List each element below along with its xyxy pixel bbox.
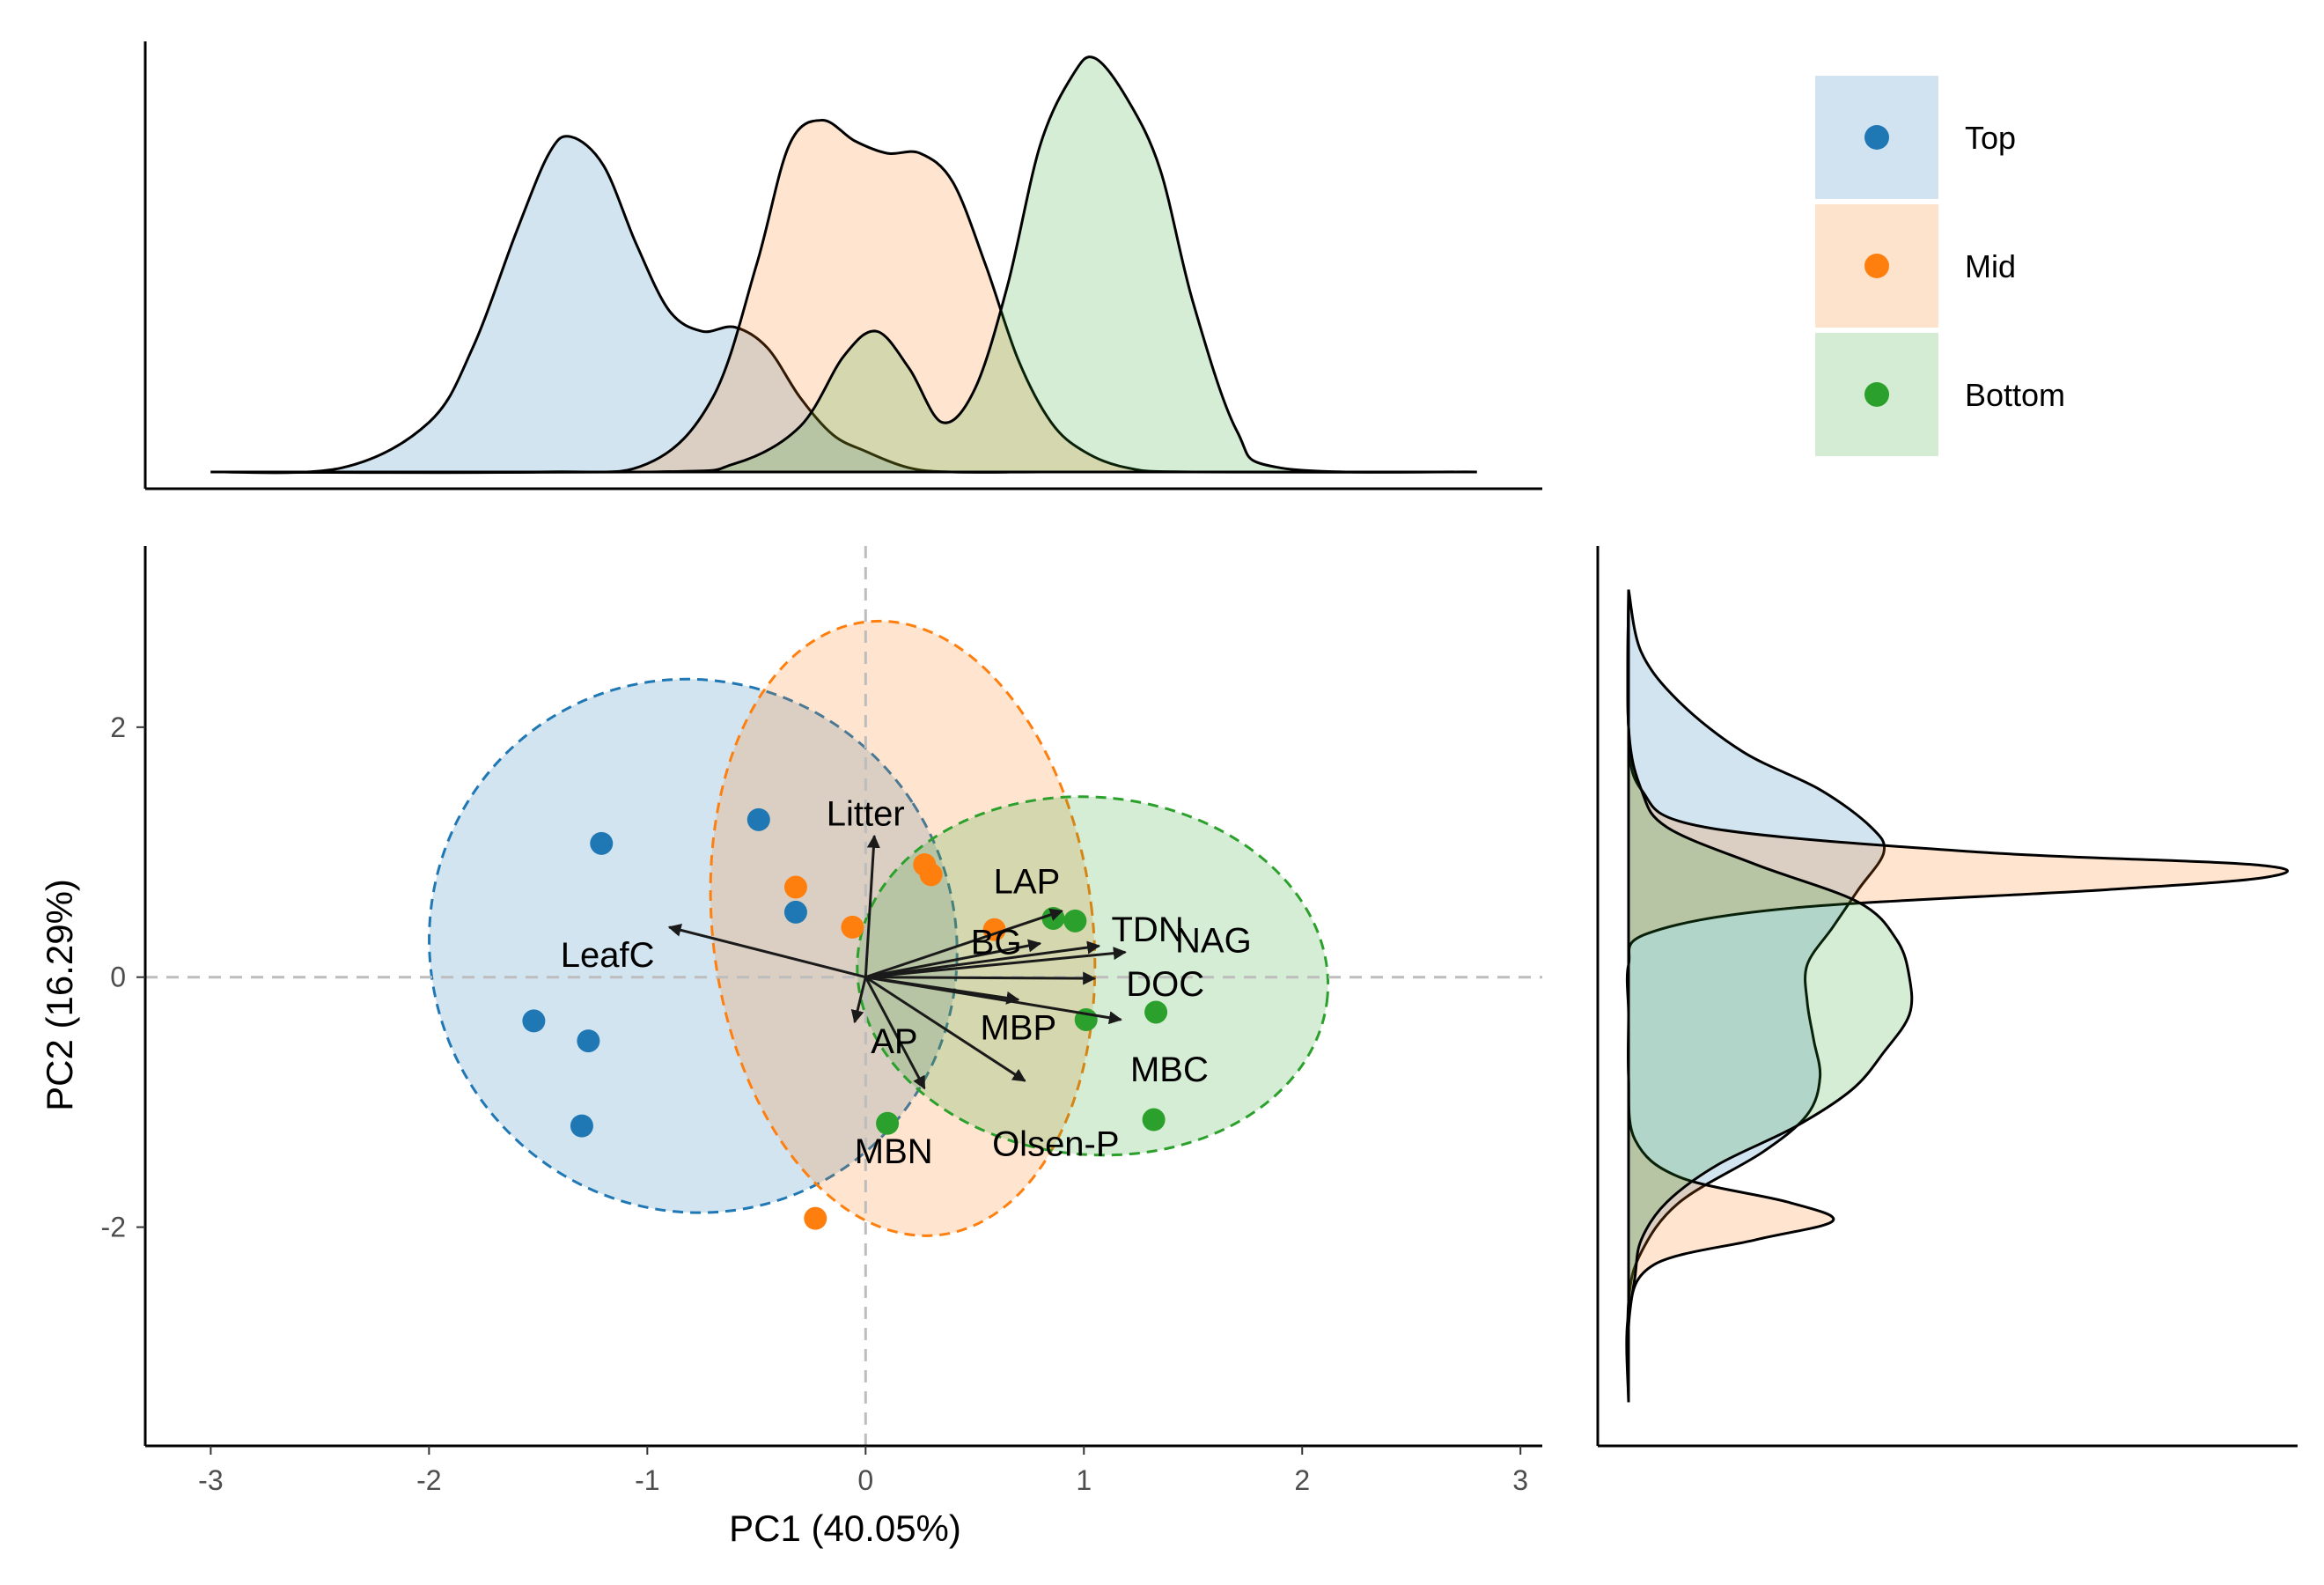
point-mid-6 (804, 1206, 827, 1230)
x-tick-label-2: -2 (416, 1464, 441, 1496)
ellipse-top (428, 677, 959, 1214)
point-top-2 (746, 807, 770, 831)
right-density-panel (1596, 546, 2298, 1448)
right-density-areas (1625, 589, 2290, 1403)
loading-arrow-litter (864, 834, 880, 977)
legend-label-bottom: Bottom (1965, 377, 2065, 413)
pc2-density-top (1626, 589, 1886, 1403)
point-mid-1 (783, 875, 807, 899)
loading-label-litter: Litter (827, 794, 905, 833)
loading-label-mbp: MBP (981, 1008, 1057, 1047)
legend-label-mid: Mid (1965, 248, 2016, 284)
ellipse-mid (709, 619, 1097, 1237)
pc1-density-bottom (210, 55, 1477, 475)
loading-arrow-mbn (864, 977, 926, 1090)
y-tick-label-2: 0 (110, 962, 126, 993)
legend-dot-mid (1864, 254, 1889, 278)
x-axis-title: PC1 (40.05%) (729, 1508, 961, 1549)
y-axis-title: PC2 (16.29%) (39, 879, 80, 1111)
loading-arrow-nag (865, 947, 1127, 979)
legend-label-top: Top (1965, 120, 2016, 156)
loading-arrow-ap (850, 977, 867, 1024)
loading-arrows (667, 834, 1127, 1090)
top-density-panel (143, 41, 1542, 490)
y-tick-label-3: 2 (110, 711, 126, 743)
point-top-3 (783, 900, 807, 924)
x-tick-label-1: -3 (198, 1464, 223, 1496)
loading-label-tdn: TDN (1112, 910, 1184, 949)
loading-label-mbc: MBC (1130, 1051, 1209, 1089)
loading-arrow-doc (865, 971, 1097, 985)
point-mid-3 (919, 863, 943, 887)
point-top-6 (570, 1114, 593, 1138)
loading-label-leafc: LeafC (561, 936, 655, 975)
loading-label-doc: DOC (1126, 965, 1204, 1004)
loading-label-lap: LAP (994, 862, 1061, 901)
pc2-density-bottom (1626, 589, 1914, 1403)
point-bottom-5 (1142, 1108, 1166, 1132)
confidence-ellipses (428, 619, 1330, 1237)
point-top-5 (577, 1029, 600, 1053)
loading-arrow-mbc (865, 976, 1122, 1025)
point-mid-4 (841, 915, 864, 939)
sample-points (522, 807, 1168, 1230)
point-bottom-6 (876, 1111, 900, 1135)
x-tick-label-5: 1 (1076, 1464, 1092, 1496)
loading-label-ap: AP (871, 1022, 917, 1061)
pc1-density-mid (210, 119, 1477, 475)
x-tick-label-3: -1 (635, 1464, 659, 1496)
loading-arrow-lap (864, 908, 1063, 979)
loading-arrow-olsen-p (864, 976, 1026, 1082)
loading-label-mbn: MBN (855, 1132, 933, 1171)
legend: Top Mid Bottom (1815, 76, 2065, 456)
x-axis-ticks: -3 -2 -1 0 1 2 3 (198, 1446, 1528, 1496)
point-top-1 (590, 831, 614, 855)
loading-label-nag: NAG (1175, 921, 1252, 960)
loading-label-bg: BG (971, 923, 1022, 962)
loading-arrow-tdn (865, 940, 1101, 979)
point-bottom-4 (1144, 1000, 1168, 1024)
x-tick-label-6: 2 (1294, 1464, 1310, 1496)
loading-arrow-leafc (667, 923, 866, 979)
top-density-areas (210, 55, 1477, 475)
loading-arrow-bg (865, 939, 1042, 979)
legend-dot-bottom (1864, 382, 1889, 407)
y-tick-label-1: -2 (101, 1212, 126, 1243)
x-tick-label-4: 0 (857, 1464, 873, 1496)
point-top-4 (522, 1009, 546, 1033)
pc2-density-mid (1625, 589, 2290, 1403)
legend-dot-top (1864, 125, 1889, 150)
x-tick-label-7: 3 (1512, 1464, 1528, 1496)
y-axis-ticks: -2 0 2 (101, 711, 145, 1243)
point-bottom-2 (1063, 909, 1087, 933)
loading-label-olsen-p: Olsen-P (992, 1125, 1120, 1164)
